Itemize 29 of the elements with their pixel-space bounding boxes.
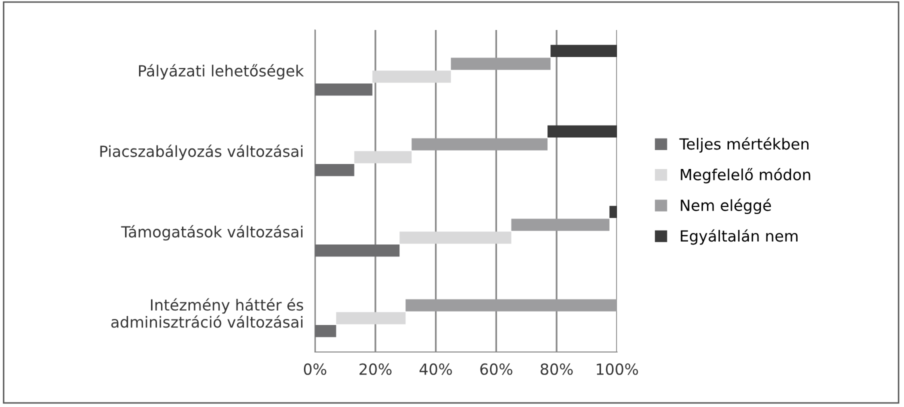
x-tick-label: 20% — [360, 363, 392, 375]
legend-label: Egyáltalán nem — [680, 229, 798, 245]
legend-label: Megfelelő módon — [680, 168, 810, 184]
bar — [315, 244, 400, 257]
y-tick-label: Intézmény háttér és adminisztráció változásai — [111, 298, 304, 328]
bar — [336, 312, 406, 324]
bar — [315, 164, 354, 176]
bar — [548, 125, 617, 138]
bar — [450, 58, 551, 70]
bar — [372, 70, 451, 83]
bar — [412, 138, 548, 150]
bar — [609, 206, 617, 218]
bar — [511, 218, 610, 231]
bar — [354, 151, 412, 164]
x-tick-label: 80% — [540, 363, 573, 375]
x-tick-label: 60% — [480, 363, 512, 375]
y-tick-label: Pályázati lehetőségek — [139, 64, 304, 80]
legend-label: Teljes mértékben — [679, 137, 808, 153]
y-tick-label: Támogatások változásai — [121, 225, 302, 241]
y-tick-label: Piacszabályozás változásai — [100, 144, 302, 160]
legend-label: Nem eléggé — [680, 198, 771, 214]
bar — [550, 44, 617, 57]
bar — [406, 299, 617, 312]
x-tick-label: 100% — [596, 363, 638, 375]
bar — [315, 84, 372, 96]
x-tick-label: 0% — [304, 363, 326, 375]
bar — [400, 232, 512, 244]
bar — [315, 325, 336, 338]
x-tick-label: 40% — [420, 363, 452, 375]
